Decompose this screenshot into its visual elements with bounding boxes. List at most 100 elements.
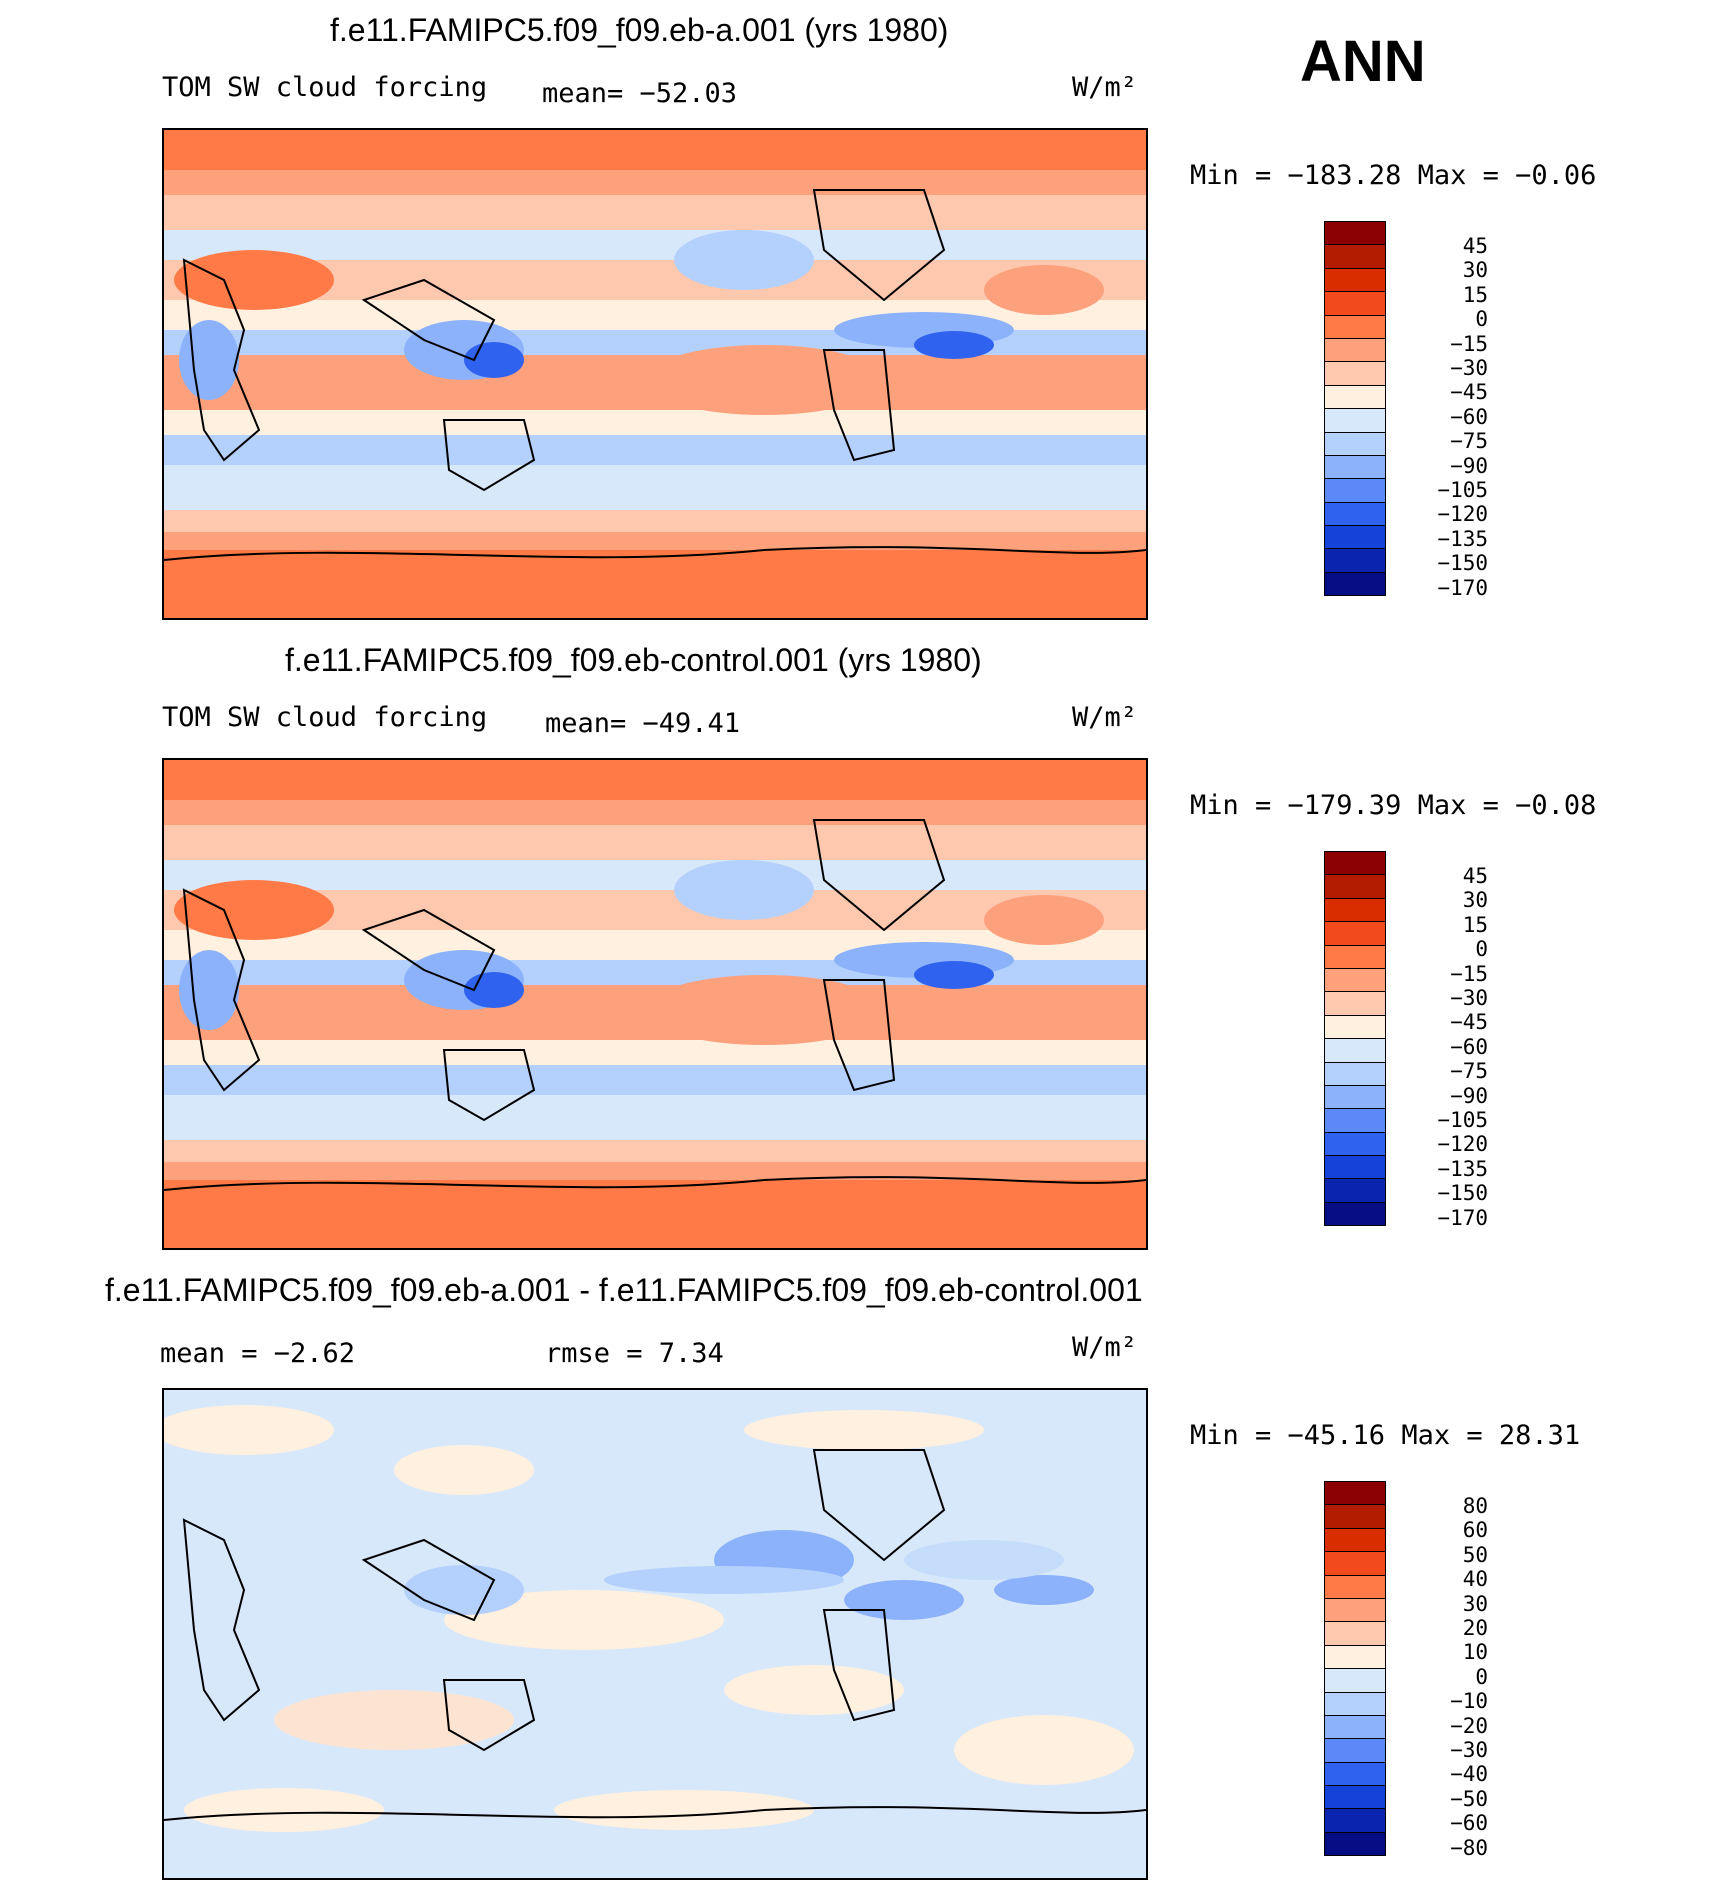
colorbar-swatch bbox=[1324, 1481, 1386, 1506]
colorbar-tick-label: 0 bbox=[1475, 1664, 1488, 1689]
contour-band bbox=[164, 1162, 1146, 1180]
colorbar-swatch bbox=[1324, 221, 1386, 246]
contour-region bbox=[674, 860, 814, 920]
panel-title: f.e11.FAMIPC5.f09_f09.eb-a.001 - f.e11.F… bbox=[105, 1272, 1143, 1308]
coastline bbox=[164, 1176, 1146, 1191]
contour-band bbox=[164, 1180, 1146, 1248]
variable-label: TOM SW cloud forcing bbox=[162, 72, 488, 103]
colorbar-swatch bbox=[1324, 1201, 1386, 1227]
map-panel-control bbox=[162, 758, 1148, 1250]
colorbar-tick-label: −60 bbox=[1450, 1811, 1488, 1836]
contour-band bbox=[164, 170, 1146, 195]
colorbar-swatch bbox=[1324, 1574, 1386, 1599]
coastline bbox=[822, 979, 896, 1092]
coastline bbox=[442, 1679, 536, 1752]
colorbar-tick-label: −40 bbox=[1450, 1762, 1488, 1787]
colorbar-swatch bbox=[1324, 548, 1386, 573]
contour-region bbox=[984, 265, 1104, 315]
colorbar-tick-label: 30 bbox=[1462, 258, 1488, 283]
contour-band bbox=[164, 435, 1146, 465]
colorbar-swatch bbox=[1324, 314, 1386, 339]
map-svg bbox=[164, 130, 1146, 618]
colorbar-tick-label: −170 bbox=[1437, 1205, 1488, 1230]
colorbar-tick-label: 30 bbox=[1462, 1591, 1488, 1616]
colorbar-swatch bbox=[1324, 384, 1386, 410]
colorbar-swatch bbox=[1324, 1621, 1386, 1646]
colorbar-swatch bbox=[1324, 874, 1386, 899]
colorbar-swatch bbox=[1324, 1178, 1386, 1203]
contour-region bbox=[984, 895, 1104, 945]
colorbar-swatch bbox=[1324, 1761, 1386, 1787]
coastline bbox=[361, 278, 496, 362]
contour-band bbox=[164, 410, 1146, 435]
colorbar-swatch bbox=[1324, 1808, 1386, 1833]
contour-region bbox=[444, 1590, 724, 1650]
colorbar-tick-label: −90 bbox=[1450, 1083, 1488, 1108]
contour-region bbox=[184, 1788, 384, 1832]
colorbar-tick-label: 0 bbox=[1475, 937, 1488, 962]
colorbar-swatch bbox=[1324, 944, 1386, 969]
map-panel-a bbox=[162, 128, 1148, 620]
mean-label: mean= −49.41 bbox=[545, 708, 741, 739]
colorbar-swatch bbox=[1324, 1014, 1386, 1040]
colorbar-swatch bbox=[1324, 1551, 1386, 1576]
colorbar-tick-label: −15 bbox=[1450, 961, 1488, 986]
colorbar-swatch bbox=[1324, 1038, 1386, 1063]
colorbar-swatch bbox=[1324, 897, 1386, 923]
contour-band bbox=[164, 1140, 1146, 1162]
colorbar-swatch bbox=[1324, 1084, 1386, 1110]
colorbar-swatch bbox=[1324, 525, 1386, 550]
colorbar-swatch bbox=[1324, 1668, 1386, 1693]
colorbar-swatch bbox=[1324, 571, 1386, 597]
colorbar bbox=[1324, 1481, 1386, 1857]
contour-band bbox=[164, 1095, 1146, 1140]
coastline bbox=[182, 258, 261, 462]
colorbar-tick-label: 15 bbox=[1462, 282, 1488, 307]
contour-region bbox=[604, 1566, 844, 1594]
colorbar-swatch bbox=[1324, 967, 1386, 993]
contour-region bbox=[174, 250, 334, 310]
colorbar-tick-label: 60 bbox=[1462, 1518, 1488, 1543]
contour-region bbox=[644, 345, 884, 415]
contour-region bbox=[554, 1790, 814, 1830]
colorbar-swatch bbox=[1324, 244, 1386, 269]
colorbar-swatch bbox=[1324, 267, 1386, 293]
contour-band bbox=[164, 465, 1146, 510]
colorbar-tick-label: −15 bbox=[1450, 331, 1488, 356]
coastline bbox=[822, 1609, 896, 1722]
units-label: W/m² bbox=[1072, 702, 1138, 733]
contour-region bbox=[179, 320, 239, 400]
contour-region bbox=[954, 1715, 1134, 1785]
colorbar-swatch bbox=[1324, 361, 1386, 386]
coastline bbox=[182, 888, 261, 1092]
colorbar-swatch bbox=[1324, 1691, 1386, 1716]
colorbar-tick-label: −30 bbox=[1450, 1738, 1488, 1762]
colorbar-swatch bbox=[1324, 851, 1386, 876]
colorbar-tick-label: −75 bbox=[1450, 1059, 1488, 1084]
colorbar-swatch bbox=[1324, 501, 1386, 527]
colorbar-swatch bbox=[1324, 1155, 1386, 1180]
colorbar bbox=[1324, 221, 1386, 597]
coastline bbox=[822, 349, 896, 462]
colorbar-tick-label: 80 bbox=[1462, 1494, 1488, 1518]
colorbar-tick-label: 20 bbox=[1462, 1616, 1488, 1640]
colorbar-swatch bbox=[1324, 1644, 1386, 1670]
contour-region bbox=[164, 1405, 334, 1455]
colorbar-tick-label: −50 bbox=[1450, 1786, 1488, 1811]
colorbar-tick-label: −135 bbox=[1437, 1156, 1488, 1181]
colorbar-tick-label: 40 bbox=[1462, 1567, 1488, 1592]
map-svg bbox=[164, 760, 1146, 1248]
colorbar-tick-label: −90 bbox=[1450, 453, 1488, 478]
colorbar-tick-label: 45 bbox=[1462, 864, 1488, 888]
colorbar-tick-label: −135 bbox=[1437, 526, 1488, 551]
colorbar-tick-label: −30 bbox=[1450, 356, 1488, 380]
colorbar-swatch bbox=[1324, 1738, 1386, 1763]
contour-region bbox=[174, 880, 334, 940]
colorbar-swatch bbox=[1324, 408, 1386, 433]
season-label: ANN bbox=[1300, 29, 1426, 94]
coastline bbox=[442, 419, 536, 492]
colorbar-tick-label: −170 bbox=[1437, 575, 1488, 600]
rmse-label: rmse = 7.34 bbox=[545, 1338, 724, 1369]
colorbar-swatch bbox=[1324, 1504, 1386, 1529]
units-label: W/m² bbox=[1072, 72, 1138, 103]
